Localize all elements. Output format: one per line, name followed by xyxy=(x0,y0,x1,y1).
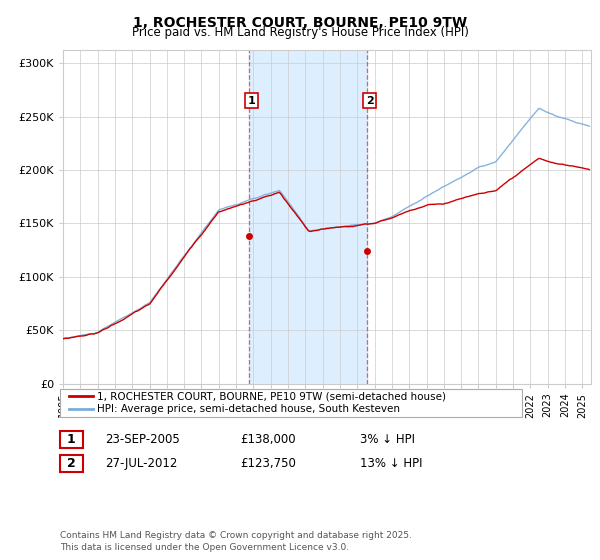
Text: £123,750: £123,750 xyxy=(240,456,296,470)
Text: 27-JUL-2012: 27-JUL-2012 xyxy=(105,456,178,470)
Text: HPI: Average price, semi-detached house, South Kesteven: HPI: Average price, semi-detached house,… xyxy=(97,404,400,414)
Text: 1: 1 xyxy=(247,96,255,106)
Text: 1: 1 xyxy=(67,433,76,446)
Text: 1, ROCHESTER COURT, BOURNE, PE10 9TW: 1, ROCHESTER COURT, BOURNE, PE10 9TW xyxy=(133,16,467,30)
Text: Price paid vs. HM Land Registry's House Price Index (HPI): Price paid vs. HM Land Registry's House … xyxy=(131,26,469,39)
Text: 23-SEP-2005: 23-SEP-2005 xyxy=(105,433,180,446)
Text: 1, ROCHESTER COURT, BOURNE, PE10 9TW (semi-detached house): 1, ROCHESTER COURT, BOURNE, PE10 9TW (se… xyxy=(97,391,446,402)
Text: Contains HM Land Registry data © Crown copyright and database right 2025.
This d: Contains HM Land Registry data © Crown c… xyxy=(60,531,412,552)
Text: 3% ↓ HPI: 3% ↓ HPI xyxy=(360,433,415,446)
Text: 13% ↓ HPI: 13% ↓ HPI xyxy=(360,456,422,470)
Text: 2: 2 xyxy=(366,96,374,106)
Bar xyxy=(249,50,367,384)
Text: 2: 2 xyxy=(67,456,76,470)
Text: £138,000: £138,000 xyxy=(240,433,296,446)
